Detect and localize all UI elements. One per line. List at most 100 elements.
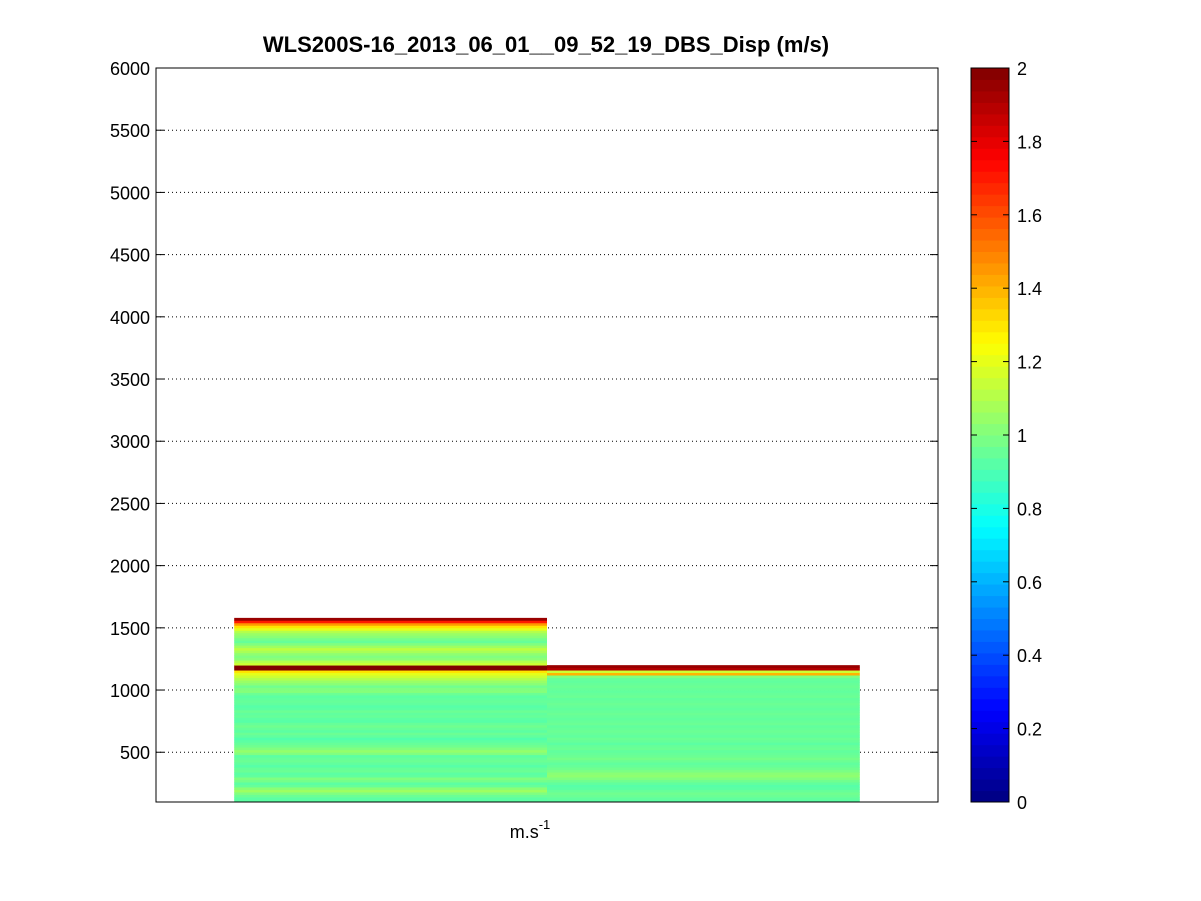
colorbar-band — [971, 297, 1009, 310]
heatmap-cell — [234, 682, 547, 686]
heatmap-cell — [547, 747, 860, 751]
heatmap-cell — [547, 712, 860, 716]
heatmap-cell — [234, 777, 547, 781]
colorbar-tick-label: 1.2 — [1017, 353, 1042, 373]
colorbar-band — [971, 595, 1009, 608]
heatmap-cell — [234, 769, 547, 773]
heatmap-cell — [547, 695, 860, 698]
y-tick-label: 4500 — [110, 246, 150, 266]
heatmap-cell — [234, 744, 547, 748]
heatmap-cell — [234, 759, 547, 763]
colorbar-band — [971, 664, 1009, 677]
y-tick-label: 2500 — [110, 494, 150, 514]
heatmap-cell — [547, 699, 860, 703]
heatmap-cell — [234, 712, 547, 716]
heatmap-cell — [234, 677, 547, 681]
heatmap-cell — [547, 737, 860, 741]
heatmap-cell — [547, 797, 860, 800]
heatmap-cells — [234, 617, 860, 803]
heatmap-cell — [547, 677, 860, 681]
colorbar-band — [971, 389, 1009, 402]
colorbar-band — [971, 182, 1009, 195]
colorbar-band — [971, 584, 1009, 597]
colorbar: 0 0.2 0.4 0.6 0.8 1 1.2 1.4 1.6 1.8 2 — [970, 59, 1042, 813]
heatmap-cell — [234, 617, 547, 621]
heatmap-cell — [234, 779, 547, 783]
colorbar-band — [971, 710, 1009, 723]
heatmap-cell — [547, 757, 860, 761]
colorbar-tick-label: 1 — [1017, 426, 1027, 446]
colorbar-band — [971, 251, 1009, 264]
colorbar-bands — [971, 68, 1009, 803]
colorbar-band — [971, 641, 1009, 654]
heatmap-cell — [547, 685, 860, 688]
heatmap-cell — [547, 722, 860, 726]
heatmap-cell — [547, 754, 860, 758]
colorbar-tick-label: 2 — [1017, 59, 1027, 79]
heatmap-cell — [547, 717, 860, 721]
colorbar-band — [971, 136, 1009, 149]
heatmap-cell — [234, 707, 547, 711]
heatmap-cell — [547, 749, 860, 753]
heatmap-cell — [234, 704, 547, 708]
heatmap-cell — [547, 769, 860, 773]
colorbar-band — [971, 744, 1009, 757]
heatmap-cell — [234, 657, 547, 661]
colorbar-tick-label: 1.4 — [1017, 279, 1042, 299]
colorbar-band — [971, 618, 1009, 631]
heatmap-cell — [234, 782, 547, 785]
colorbar-band — [971, 549, 1009, 562]
heatmap-cell — [547, 792, 860, 795]
heatmap-cell — [547, 709, 860, 713]
heatmap-cell — [547, 784, 860, 788]
heatmap-cell — [234, 652, 547, 656]
heatmap-cell — [234, 687, 547, 691]
colorbar-band — [971, 320, 1009, 333]
colorbar-band — [971, 354, 1009, 367]
heatmap-cell — [234, 675, 547, 678]
heatmap-cell — [234, 672, 547, 676]
heatmap-cell — [547, 665, 860, 669]
plot-frame — [155, 67, 939, 803]
heatmap-cell — [234, 794, 547, 798]
y-tick-label: 2000 — [110, 557, 150, 577]
colorbar-band — [971, 779, 1009, 792]
colorbar-band — [971, 733, 1009, 746]
heatmap-cell — [547, 680, 860, 683]
heatmap-cell — [234, 645, 547, 649]
heatmap-cell — [234, 622, 547, 626]
heatmap-cell — [547, 719, 860, 723]
heatmap-cell — [547, 779, 860, 783]
heatmap-cell — [547, 727, 860, 731]
heatmap-cell — [234, 660, 547, 664]
colorbar-band — [971, 68, 1009, 80]
heatmap-cell — [547, 729, 860, 733]
heatmap-cell — [547, 787, 860, 790]
colorbar-band — [971, 503, 1009, 516]
heatmap-cell — [234, 729, 547, 733]
heatmap-cell — [547, 697, 860, 701]
colorbar-band — [971, 125, 1009, 138]
colorbar-band — [971, 194, 1009, 207]
heatmap-cell — [234, 727, 547, 731]
colorbar-band — [971, 113, 1009, 126]
heatmap-cell — [547, 732, 860, 736]
plot-area: 500 1000 1500 2000 2500 3000 3500 4000 4500 5000 5… — [110, 59, 939, 803]
colorbar-band — [971, 343, 1009, 356]
colorbar-band — [971, 480, 1009, 493]
heatmap-cell — [547, 774, 860, 778]
x-axis-label-exponent: -1 — [539, 817, 551, 832]
colorbar-band — [971, 285, 1009, 298]
heatmap-cell — [234, 719, 547, 723]
heatmap-cell — [547, 734, 860, 738]
colorbar-band — [971, 228, 1009, 241]
heatmap-cell — [234, 722, 547, 726]
y-tick-label: 1000 — [110, 681, 150, 701]
heatmap-cell — [234, 739, 547, 743]
heatmap-cell — [234, 787, 547, 790]
heatmap-cell — [234, 685, 547, 688]
heatmap-cell — [234, 670, 547, 674]
colorbar-band — [971, 457, 1009, 470]
y-tick-label: 5000 — [110, 183, 150, 203]
heatmap-cell — [234, 630, 547, 634]
